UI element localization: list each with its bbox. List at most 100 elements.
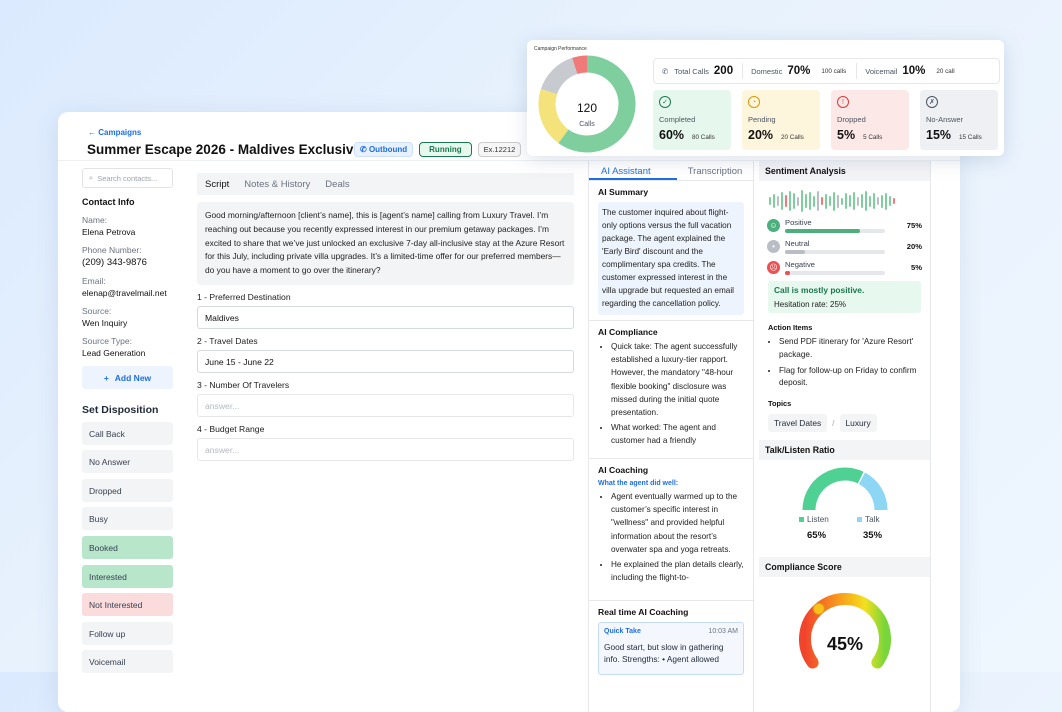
tile-calls: 20 Calls — [781, 134, 804, 141]
campaign-performance-card: Campaign Performance 120 Calls ✆ Total C… — [527, 40, 1004, 156]
tab-transcription[interactable]: Transcription — [687, 166, 743, 177]
disposition-option[interactable]: Interested — [82, 564, 173, 588]
disposition-option[interactable]: Call Back — [82, 421, 173, 445]
divider — [589, 458, 753, 459]
list-item: Flag for follow-up on Friday to confirm … — [779, 365, 921, 391]
question-list: 1 - Preferred Destination Maldives 2 - Tra… — [197, 292, 574, 461]
disposition-option[interactable]: No Answer — [82, 450, 173, 474]
domestic-label: Domestic — [751, 66, 783, 76]
positive-face-icon: ☺ — [767, 219, 780, 232]
waveform-bar — [849, 195, 851, 207]
tile-label: Completed — [659, 115, 696, 124]
topic-chip[interactable]: Luxury — [839, 414, 877, 433]
status-badge: Running — [419, 142, 472, 157]
email-value: elenap@travelmail.net — [82, 288, 167, 298]
script-panel: Script Notes & History Deals Good mornin… — [197, 173, 574, 461]
realtime-coaching-card: Quick Take 10:03 AM Good start, but slow … — [598, 622, 744, 675]
waveform-bar — [861, 194, 863, 208]
sentiment-info: Positive — [785, 218, 902, 233]
ai-coaching-list: Agent eventually warmed up to the custom… — [589, 487, 753, 595]
disposition-option[interactable]: Not Interested — [82, 593, 173, 617]
campaign-performance-title: Campaign Performance — [534, 46, 587, 52]
back-link[interactable]: ← Campaigns — [88, 128, 142, 137]
tab-deals[interactable]: Deals — [325, 178, 350, 190]
list-item: Send PDF itinerary for 'Azure Resort' pa… — [779, 336, 921, 362]
waveform-bar — [853, 192, 855, 210]
sentiment-percent: 20% — [906, 242, 922, 251]
status-tile-dropped[interactable]: ! Dropped 5% 5 Calls — [831, 90, 909, 150]
answer-field[interactable]: answer... — [197, 393, 574, 417]
topic-chip[interactable]: Travel Dates — [768, 414, 828, 433]
status-tile-no-answer[interactable]: ✗ No-Answer 15% 15 Calls — [920, 90, 998, 150]
tile-label: Dropped — [837, 115, 866, 124]
answer-field[interactable]: Maldives — [197, 305, 574, 329]
disposition-heading: Set Disposition — [82, 404, 159, 416]
tab-notes-history[interactable]: Notes & History — [244, 178, 311, 190]
search-placeholder: Search contacts... — [97, 173, 158, 183]
disposition-option[interactable]: Dropped — [82, 478, 173, 502]
sentiment-waveform — [769, 188, 930, 214]
plus-icon: + — [103, 372, 109, 383]
completed-icon: ✓ — [659, 96, 671, 108]
waveform-bar — [885, 192, 887, 210]
add-new-button[interactable]: + Add New — [82, 366, 173, 389]
tile-label: No-Answer — [926, 115, 964, 124]
disposition-option[interactable]: Voicemail — [82, 650, 173, 674]
donut-slice-no-answer — [540, 57, 578, 95]
hesitation-rate: Hesitation rate: 25% — [774, 300, 847, 309]
waveform-bar — [785, 195, 787, 207]
disposition-option[interactable]: Booked — [82, 535, 173, 559]
add-new-label: Add New — [114, 372, 152, 383]
voicemail-value: 10% — [902, 65, 926, 77]
email-label: Email: — [82, 276, 106, 286]
sentiment-row: ☹ Negative 5% — [767, 258, 922, 277]
donut-label: Calls — [579, 121, 595, 128]
waveform-bar — [813, 195, 815, 207]
sentiment-track — [785, 229, 885, 233]
total-calls-value: 200 — [713, 65, 734, 77]
question-label: 3 - Number Of Travelers — [197, 379, 290, 390]
phone-value: (209) 343-9876 — [82, 257, 147, 268]
divider — [589, 600, 753, 601]
waveform-bar — [797, 196, 799, 206]
realtime-label: Quick Take — [604, 628, 641, 635]
status-tile-completed[interactable]: ✓ Completed 60% 80 Calls — [653, 90, 731, 150]
compliance-arc — [799, 593, 891, 669]
total-calls-label: Total Calls — [674, 66, 709, 76]
disposition-option[interactable]: Follow up — [82, 621, 173, 645]
back-link-label: Campaigns — [98, 128, 142, 137]
calls-donut-chart: 120 Calls — [538, 55, 636, 153]
compliance-value: 45% — [827, 634, 863, 654]
disposition-option[interactable]: Busy — [82, 507, 173, 531]
sentiment-label: Positive — [785, 218, 812, 227]
call-stats-bar: ✆ Total Calls 200 Domestic 70% 100 calls… — [653, 58, 1000, 84]
listen-arc — [802, 467, 864, 511]
answer-field[interactable]: answer... — [197, 437, 574, 461]
phone-icon: ✆ — [662, 66, 669, 76]
answer-field[interactable]: June 15 - June 22 — [197, 349, 574, 373]
sentiment-percent: 75% — [906, 221, 922, 230]
tab-ai-assistant[interactable]: AI Assistant — [589, 161, 677, 180]
action-items-list: Send PDF itinerary for 'Azure Resort' pa… — [759, 334, 930, 390]
talk-value: 35% — [863, 530, 883, 541]
sentiment-bar — [785, 250, 805, 254]
listen-value: 65% — [807, 530, 827, 541]
topics-list: Travel Dates / Luxury — [759, 410, 930, 436]
ai-coaching-heading: AI Coaching — [598, 465, 649, 475]
negative-face-icon: ☹ — [767, 261, 780, 274]
waveform-bar — [869, 195, 871, 207]
extension-badge: Ex.12212 — [477, 142, 522, 157]
waveform-bar — [857, 196, 859, 206]
tab-script[interactable]: Script — [205, 178, 230, 190]
source-label: Source: — [82, 306, 112, 316]
waveform-bar — [825, 193, 827, 209]
status-tile-pending[interactable]: ◔ Pending 20% 20 Calls — [742, 90, 820, 150]
divider — [742, 63, 744, 79]
search-input[interactable]: ⌕ Search contacts... — [82, 168, 173, 188]
question-label: 4 - Budget Range — [197, 423, 265, 434]
ai-compliance-heading: AI Compliance — [598, 327, 658, 337]
donut-total: 120 — [577, 101, 597, 115]
donut-slice-dropped — [572, 55, 588, 75]
no-answer-icon: ✗ — [926, 96, 938, 108]
question-label: 1 - Preferred Destination — [197, 291, 291, 302]
